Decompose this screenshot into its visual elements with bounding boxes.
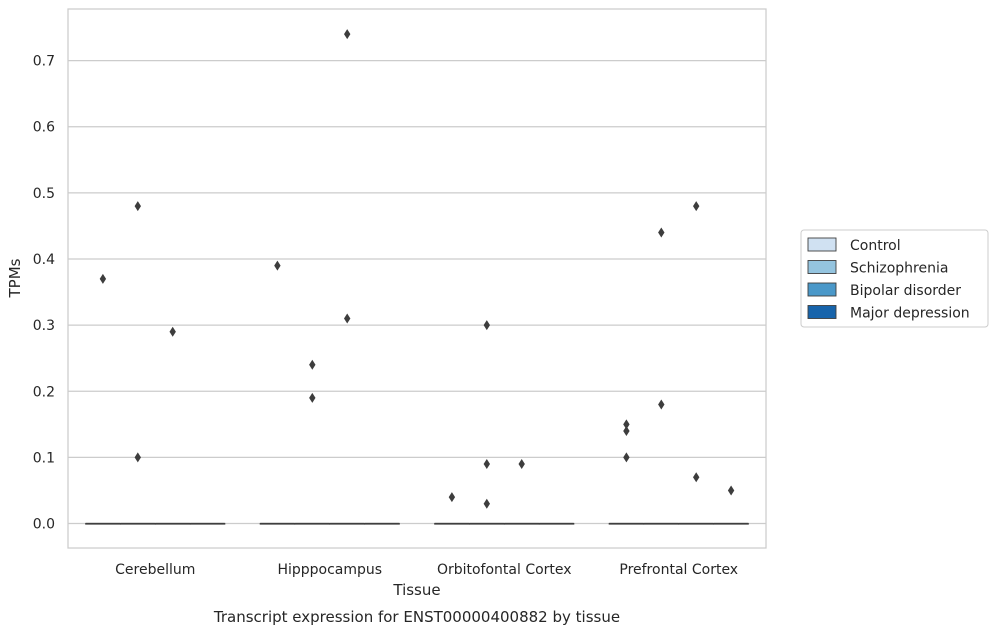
outlier-point bbox=[623, 419, 630, 430]
outlier-point bbox=[623, 425, 630, 436]
y-tick-label: 0.2 bbox=[33, 384, 55, 400]
y-tick-label: 0.3 bbox=[33, 318, 55, 334]
y-axis-label: TPMs bbox=[6, 258, 24, 298]
outlier-point bbox=[448, 492, 456, 503]
outlier-point bbox=[658, 399, 665, 410]
outlier-point bbox=[658, 227, 665, 238]
legend-frame bbox=[800, 229, 989, 328]
legend-label: Control bbox=[850, 238, 901, 254]
x-tick-label: Orbitofontal Cortex bbox=[437, 562, 572, 578]
legend-label: Schizophrenia bbox=[850, 261, 948, 277]
legend-swatch bbox=[807, 282, 837, 297]
legend: Control Schizophrenia Bipolar disorder Majo… bbox=[800, 229, 989, 328]
y-tick-label: 0.7 bbox=[33, 54, 55, 70]
y-tick-label: 0.4 bbox=[33, 252, 55, 268]
outlier-point bbox=[134, 201, 141, 212]
outlier-point bbox=[134, 452, 141, 463]
outlier-point bbox=[274, 260, 281, 271]
y-tick-label: 0.5 bbox=[33, 186, 55, 202]
outlier-point bbox=[344, 29, 351, 40]
legend-label: Bipolar disorder bbox=[850, 283, 961, 299]
outlier-point bbox=[693, 201, 700, 212]
legend-label: Major depression bbox=[850, 306, 970, 322]
outlier-point bbox=[309, 359, 316, 370]
outlier-point bbox=[623, 452, 630, 463]
y-tick-label: 0.1 bbox=[33, 450, 55, 466]
outlier-point bbox=[309, 392, 316, 403]
x-tick-label: Cerebellum bbox=[115, 562, 195, 578]
x-axis-label: Tissue bbox=[392, 581, 440, 599]
y-tick-label: 0.0 bbox=[33, 517, 55, 533]
x-tick-label: Prefrontal Cortex bbox=[619, 562, 738, 578]
outlier-point bbox=[693, 472, 700, 483]
plot-area-frame bbox=[67, 8, 767, 549]
y-axis-ticks: 0.0 0.1 0.2 0.3 0.4 0.5 0.6 0.7 bbox=[33, 54, 55, 533]
outlier-point bbox=[483, 498, 490, 509]
figure-caption: Transcript expression for ENST0000040088… bbox=[213, 608, 620, 626]
outlier-point bbox=[518, 459, 525, 470]
boxes bbox=[85, 522, 749, 525]
outlier-point bbox=[727, 485, 735, 496]
outlier-point bbox=[483, 320, 490, 331]
legend-swatch bbox=[807, 260, 837, 274]
legend-swatch bbox=[807, 237, 837, 252]
outlier-point bbox=[169, 326, 176, 337]
grid-lines bbox=[68, 59, 766, 525]
outlier-point bbox=[99, 273, 107, 284]
outlier-points bbox=[99, 29, 735, 509]
outlier-point bbox=[483, 459, 490, 470]
y-tick-label: 0.6 bbox=[33, 120, 55, 136]
x-axis-ticks: Cerebellum Hipppocampus Orbitofontal Corte… bbox=[115, 562, 738, 578]
outlier-point bbox=[344, 313, 351, 324]
x-tick-label: Hipppocampus bbox=[277, 562, 382, 578]
legend-swatch bbox=[807, 305, 837, 319]
